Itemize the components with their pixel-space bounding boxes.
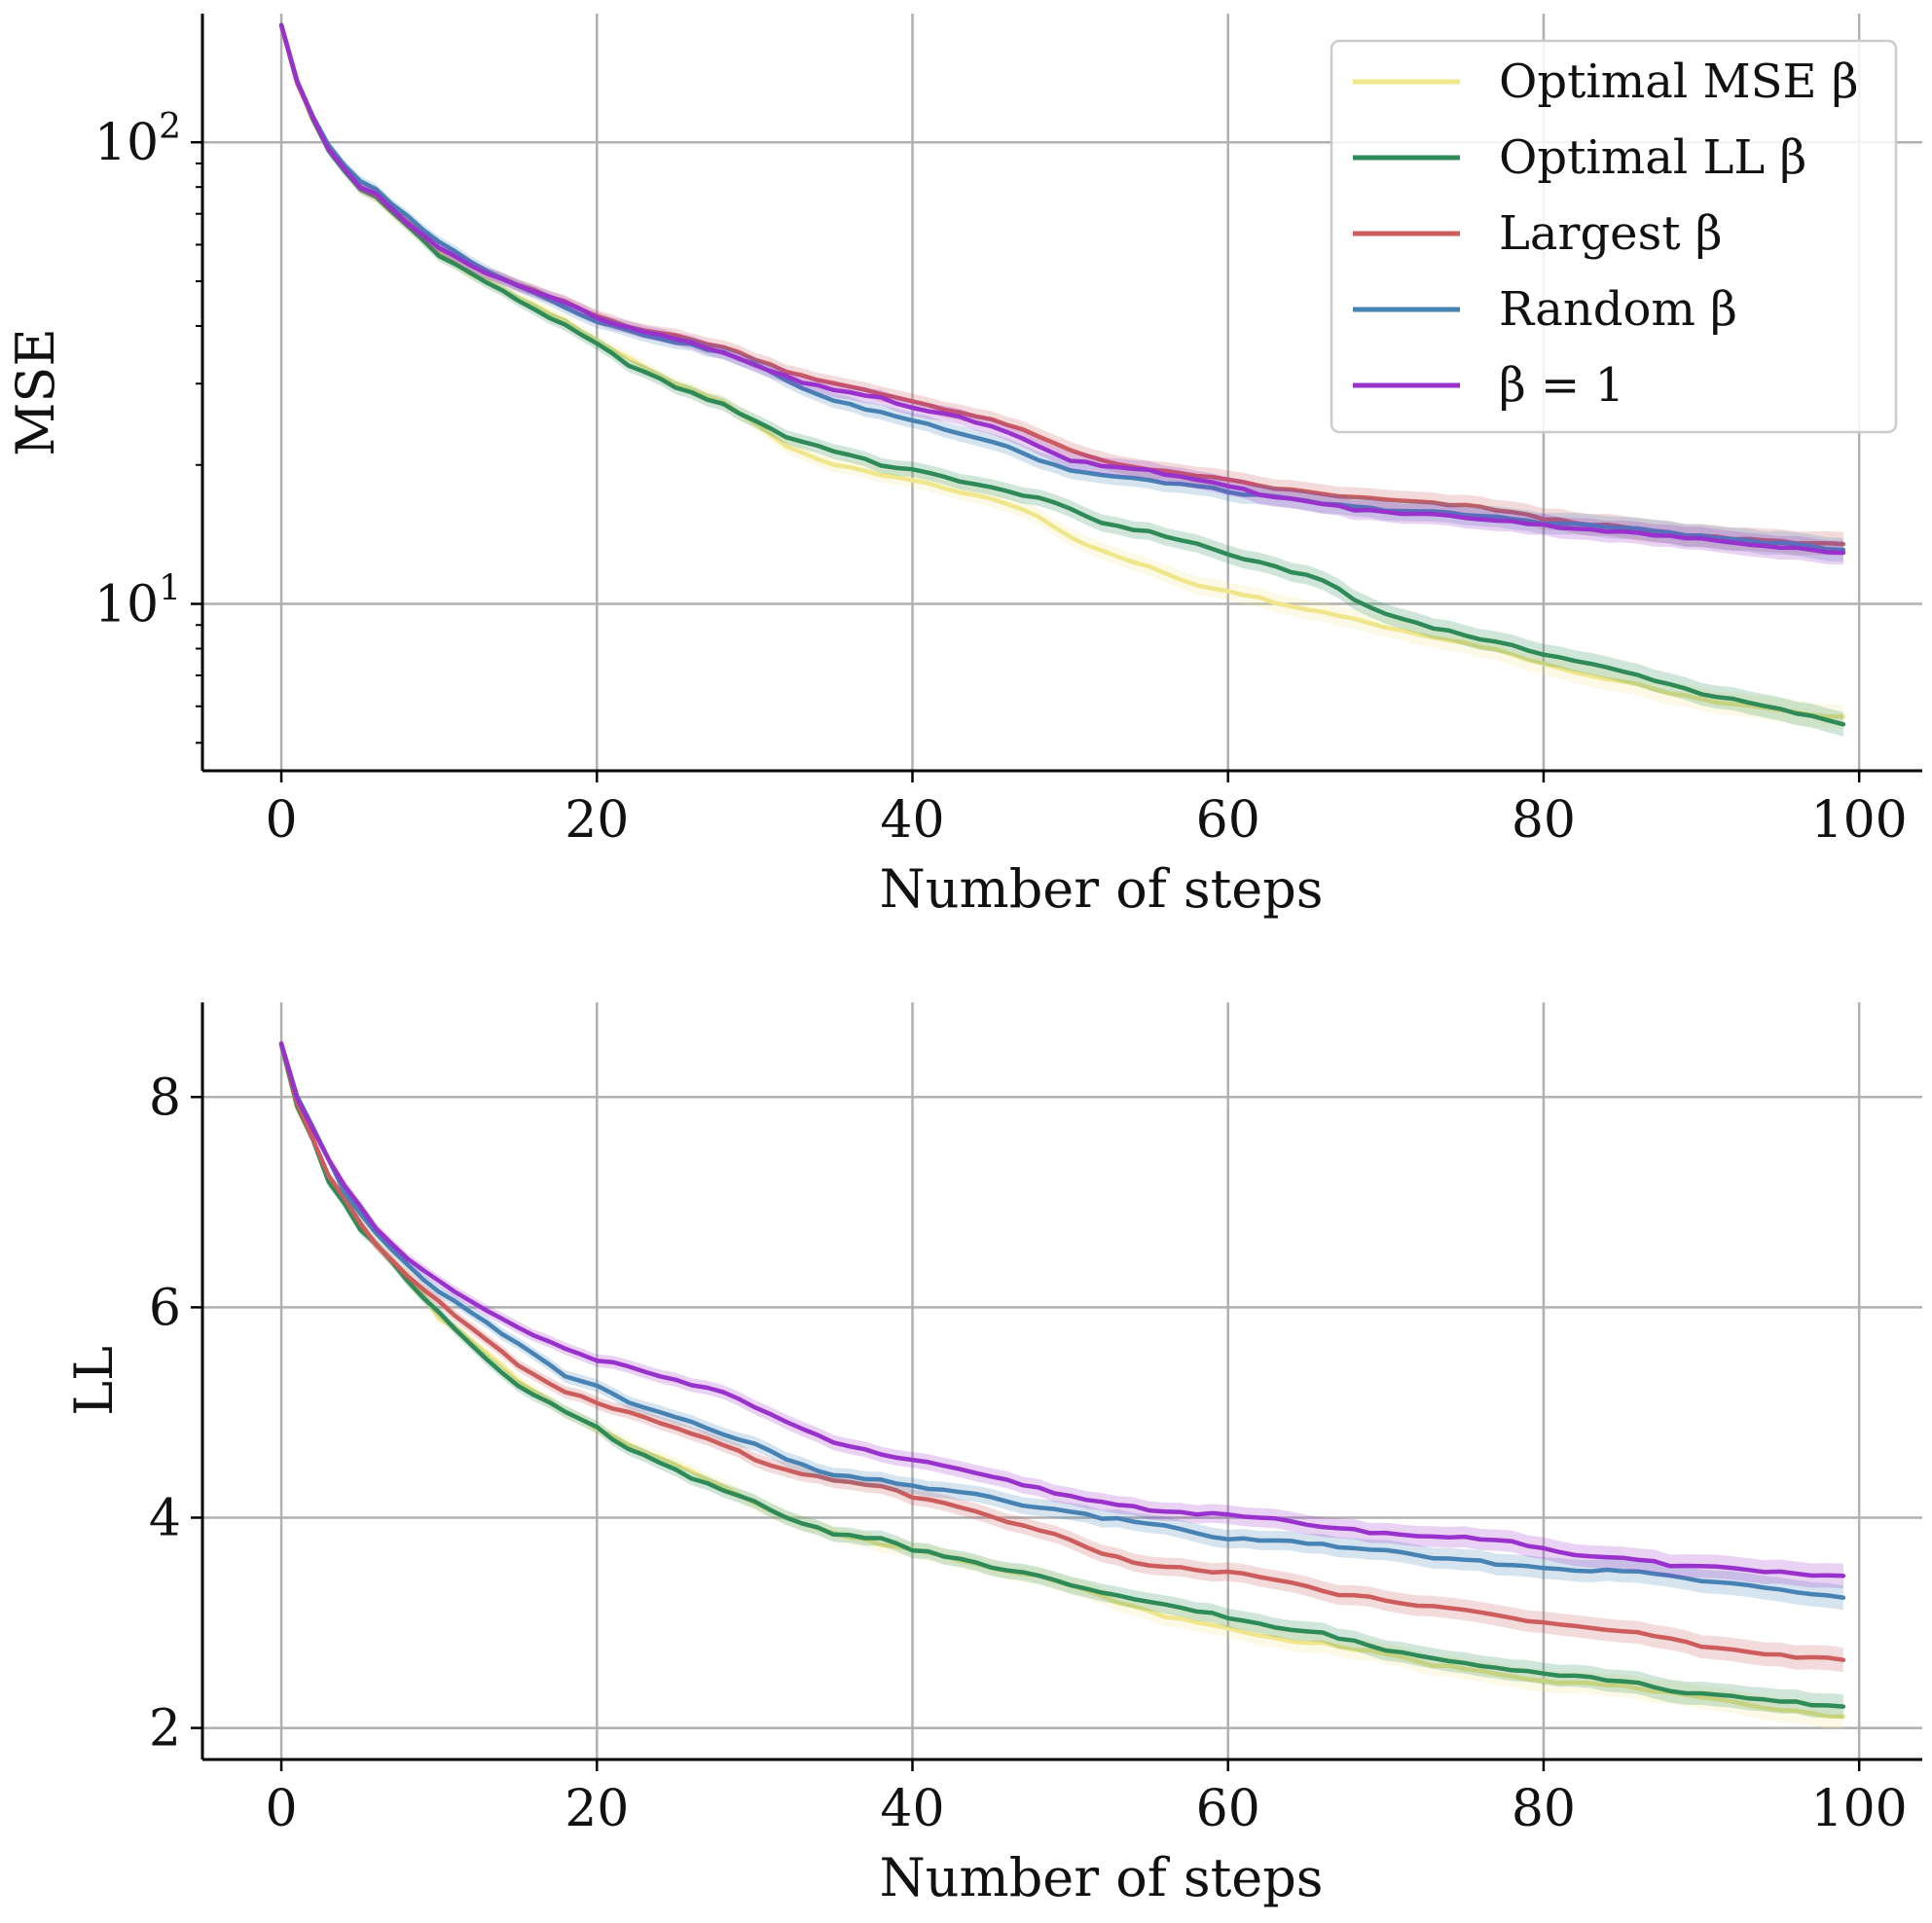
y-tick-label: 8 xyxy=(149,1069,181,1127)
grid xyxy=(202,1002,1922,1760)
series-line xyxy=(278,1042,1846,1709)
y-tick-label: 102 xyxy=(94,107,181,172)
series-band xyxy=(281,1039,1843,1720)
series-line xyxy=(278,23,1846,719)
legend-frame xyxy=(1330,39,1898,434)
x-tick-label: 40 xyxy=(880,791,944,850)
legend-label: Optimal MSE β xyxy=(1499,54,1859,109)
legend-label: Optimal LL β xyxy=(1499,130,1806,185)
y-tick-label: 2 xyxy=(149,1700,181,1759)
y-tick-label: 4 xyxy=(149,1489,181,1547)
x-tick-label: 20 xyxy=(565,1780,629,1838)
legend-label: β = 1 xyxy=(1499,358,1624,413)
mse-panel: 0 20 40 60 80 100 101 102 Number of steps MSE Opti… xyxy=(5,14,1922,920)
x-tick-label: 0 xyxy=(266,1780,298,1838)
y-axis-label: LL xyxy=(63,1346,125,1416)
series-band xyxy=(281,20,1843,557)
x-tick-label: 0 xyxy=(266,791,298,850)
x-axis-label: Number of steps xyxy=(879,1847,1323,1908)
series-line xyxy=(278,22,1846,727)
legend-label: Random β xyxy=(1499,282,1737,337)
series-group xyxy=(278,19,1846,737)
x-axis-label: Number of steps xyxy=(879,858,1323,920)
series-band xyxy=(281,1038,1843,1673)
x-tick-label: 80 xyxy=(1512,1780,1576,1838)
series-line xyxy=(278,22,1846,556)
x-tick-label: 60 xyxy=(1196,791,1260,850)
legend: Optimal MSE β Optimal LL β Largest β Random… xyxy=(1330,39,1898,434)
y-tick-label: 101 xyxy=(94,569,181,635)
ll-panel: 0 20 40 60 80 100 2 4 6 8 Number of steps LL xyxy=(63,1002,1922,1908)
x-tick-label: 40 xyxy=(880,1780,944,1838)
series-line xyxy=(278,1041,1846,1578)
y-axis-label: MSE xyxy=(5,328,66,456)
x-tick-label: 60 xyxy=(1196,1780,1260,1838)
x-tick-label: 100 xyxy=(1811,791,1908,850)
x-tick-label: 80 xyxy=(1512,791,1576,850)
x-tick-label: 100 xyxy=(1811,1780,1908,1838)
series-group xyxy=(278,1038,1846,1729)
legend-label: Largest β xyxy=(1499,206,1723,261)
y-tick-label: 6 xyxy=(149,1279,181,1337)
series-line xyxy=(278,1041,1846,1600)
series-line xyxy=(278,1040,1846,1662)
series-band xyxy=(281,1040,1843,1729)
x-tick-label: 20 xyxy=(565,791,629,850)
